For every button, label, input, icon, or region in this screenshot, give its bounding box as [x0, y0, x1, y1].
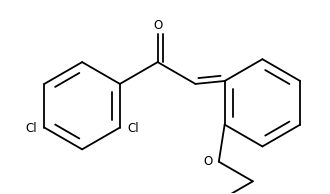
Text: Cl: Cl: [25, 122, 37, 135]
Text: Cl: Cl: [127, 122, 139, 135]
Text: O: O: [153, 19, 162, 32]
Text: O: O: [204, 155, 213, 168]
